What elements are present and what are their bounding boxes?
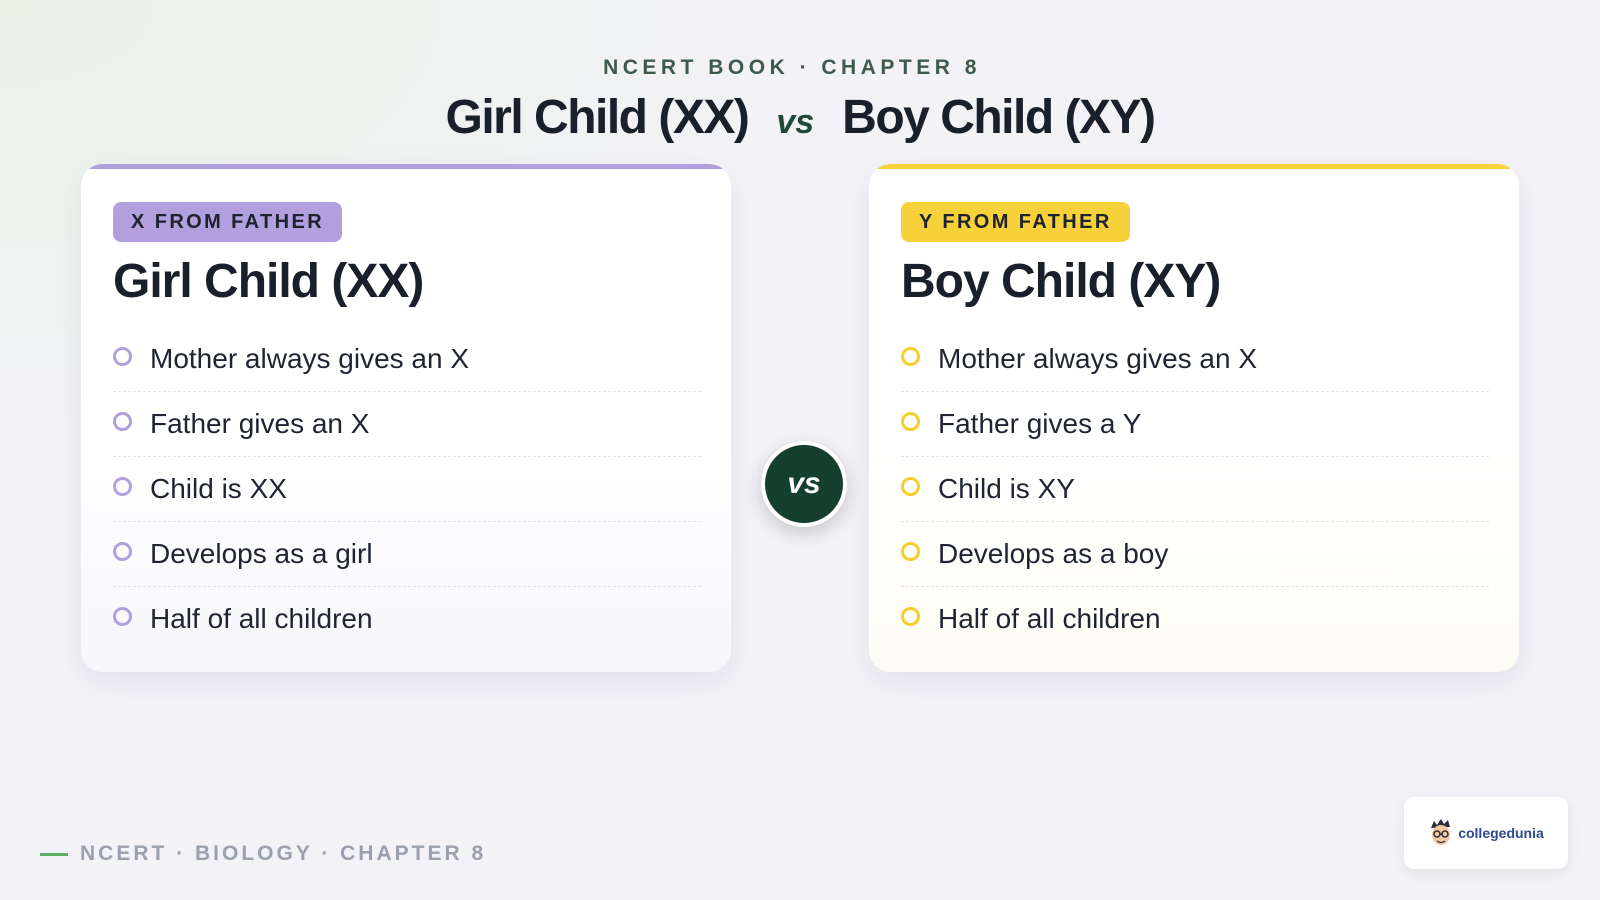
circle-bullet-icon [113,411,132,431]
list-item: Half of all children [901,587,1489,651]
circle-bullet-icon [113,606,132,626]
list-item-text: Child is XX [150,473,287,504]
list-item-text: Father gives an X [150,408,370,439]
vs-circle-badge: vs [761,441,847,527]
list-item-text: Half of all children [938,603,1161,634]
list-item: Child is XY [901,457,1489,522]
list-item: Child is XX [113,457,701,522]
list-item-text: Half of all children [150,603,373,634]
list-item-text: Mother always gives an X [150,343,470,374]
footer-label: NCERT · BIOLOGY · CHAPTER 8 [40,842,486,866]
boy-facts-list: Mother always gives an X Father gives a … [901,327,1489,651]
boy-card-title: Boy Child (XY) [901,255,1221,308]
y-from-father-badge: Y FROM FATHER [901,202,1130,242]
list-item-text: Father gives a Y [938,408,1142,439]
logo-text: collegedunia [1458,825,1544,841]
list-item-text: Develops as a girl [150,538,373,569]
page-header: NCERT BOOK · CHAPTER 8 Girl Child (XX) v… [0,56,1600,145]
circle-bullet-icon [113,541,132,561]
title-girl: Girl Child (XX) [445,91,750,144]
list-item: Mother always gives an X [113,327,701,392]
list-item: Half of all children [113,587,701,651]
title-vs: vs [776,103,815,141]
list-item: Develops as a girl [113,522,701,587]
footer-dash [40,852,68,856]
circle-bullet-icon [901,606,920,626]
boy-child-card: Y FROM FATHER Boy Child (XY) Mother alwa… [869,164,1519,672]
page-title: Girl Child (XX) vs Boy Child (XY) [0,90,1600,145]
circle-bullet-icon [901,346,920,366]
collegedunia-logo[interactable]: collegedunia [1404,797,1568,869]
list-item: Develops as a boy [901,522,1489,587]
list-item-text: Develops as a boy [938,538,1169,569]
girl-facts-list: Mother always gives an X Father gives an… [113,327,701,651]
list-item-text: Mother always gives an X [938,343,1258,374]
circle-bullet-icon [113,346,132,366]
circle-bullet-icon [901,476,920,496]
mascot-icon [1431,819,1451,845]
list-item: Mother always gives an X [901,327,1489,392]
chapter-kicker: NCERT BOOK · CHAPTER 8 [603,56,981,79]
circle-bullet-icon [113,476,132,496]
circle-bullet-icon [901,411,920,431]
x-from-father-badge: X FROM FATHER [113,202,343,242]
footer-text: NCERT · BIOLOGY · CHAPTER 8 [80,842,487,865]
title-boy: Boy Child (XY) [842,91,1156,144]
circle-bullet-icon [901,541,920,561]
list-item: Father gives a Y [901,392,1489,457]
list-item: Father gives an X [113,392,701,457]
list-item-text: Child is XY [938,473,1075,504]
girl-card-title: Girl Child (XX) [113,255,424,308]
girl-child-card: X FROM FATHER Girl Child (XX) Mother alw… [81,164,731,672]
